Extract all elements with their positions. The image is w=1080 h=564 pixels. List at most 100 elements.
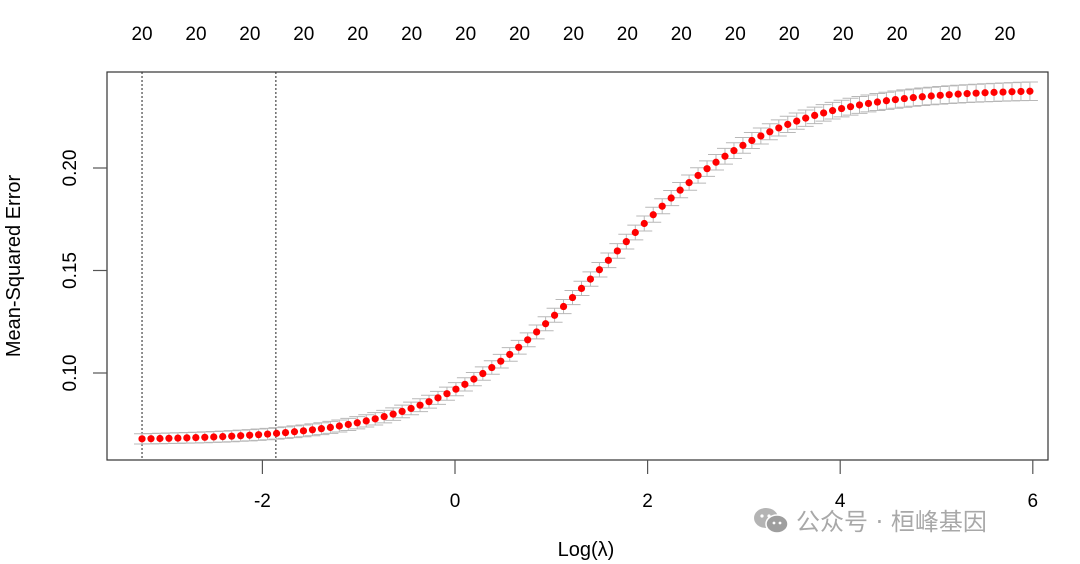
data-point [434,394,442,402]
top-axis-label: 20 [886,24,907,45]
data-point [371,415,379,423]
data-point [694,171,702,180]
data-point [281,429,290,437]
data-point [577,284,586,292]
data-point [156,434,164,443]
data-point [793,117,801,125]
data-point [604,256,612,264]
top-axis-label: 20 [347,24,368,45]
y-tick-label: 0.20 [60,150,81,187]
data-point [398,407,406,416]
data-point [201,433,209,441]
data-point [613,247,621,255]
top-axis-label: 20 [563,24,584,45]
data-point [470,375,478,383]
data-point [165,434,173,442]
data-point [802,114,810,122]
data-point [174,434,182,442]
data-point [272,429,281,437]
data-point [766,128,774,136]
top-axis-label: 20 [455,24,476,45]
data-point [739,141,747,149]
data-point [326,423,334,431]
wechat-icon [752,506,790,534]
data-point [452,385,460,393]
data-point [712,158,720,166]
data-point [775,124,783,132]
y-axis: 0.10 0.15 0.20 [60,150,107,392]
data-point [855,101,864,109]
data-point [407,404,415,413]
top-axis-label: 20 [131,24,152,45]
data-point [999,88,1007,96]
data-point [990,88,998,96]
data-point [147,435,155,443]
data-point [685,179,693,187]
data-point [524,336,532,344]
data-point [479,369,487,378]
data-point [506,350,514,359]
top-axis-label: 20 [509,24,530,45]
x-tick-label: 6 [1028,491,1039,512]
data-point [640,219,648,228]
data-point [362,417,370,425]
data-point [488,363,496,372]
data-point [757,132,765,140]
data-point [676,186,684,194]
data-point [192,433,200,442]
data-point [210,433,218,441]
data-point [721,152,729,160]
data-point [909,94,917,102]
data-point [290,428,299,436]
data-point [255,431,263,439]
data-point [846,103,855,111]
top-axis-label: 20 [671,24,692,45]
data-point [954,90,962,98]
x-axis-title: Log(λ) [558,539,615,561]
data-point [972,89,980,97]
y-tick-label: 0.10 [60,355,81,392]
data-point [299,427,308,435]
data-point [963,90,971,98]
data-point [515,343,523,351]
x-tick-label: 4 [835,491,846,512]
data-point [263,430,272,438]
data-point [219,432,227,441]
data-point [703,165,711,173]
x-tick-label: 0 [450,491,461,512]
data-point [353,419,361,427]
data-point [900,94,908,103]
top-axis-label: 20 [239,24,260,45]
data-point [891,96,899,104]
data-point [228,432,236,440]
data-point [748,136,756,145]
data-point [622,238,630,246]
data-point [730,147,738,155]
error-bars [134,81,1038,445]
data-point [1026,87,1034,95]
top-axis-label: 20 [185,24,206,45]
data-point [425,398,433,406]
x-tick-label: 2 [642,491,653,512]
top-axis-label: 20 [617,24,638,45]
top-axis-label: 20 [940,24,961,45]
data-point [416,401,424,409]
data-point [380,412,388,421]
data-point [927,92,935,100]
lambda-reference-lines [141,72,277,460]
top-axis-label: 20 [725,24,746,45]
watermark-text: 公众号 · 桓峰基因 [796,508,987,536]
data-point [533,328,541,336]
data-point [981,89,989,97]
data-point [658,202,666,210]
data-point [820,109,828,117]
data-point [586,275,595,283]
data-point [864,99,873,108]
y-axis-title: Mean-Squared Error [3,175,25,358]
data-point [317,425,325,433]
data-point [918,93,926,101]
data-point [497,357,505,365]
x-tick-label: -2 [254,491,271,512]
data-point [344,420,352,429]
data-point [550,311,559,319]
